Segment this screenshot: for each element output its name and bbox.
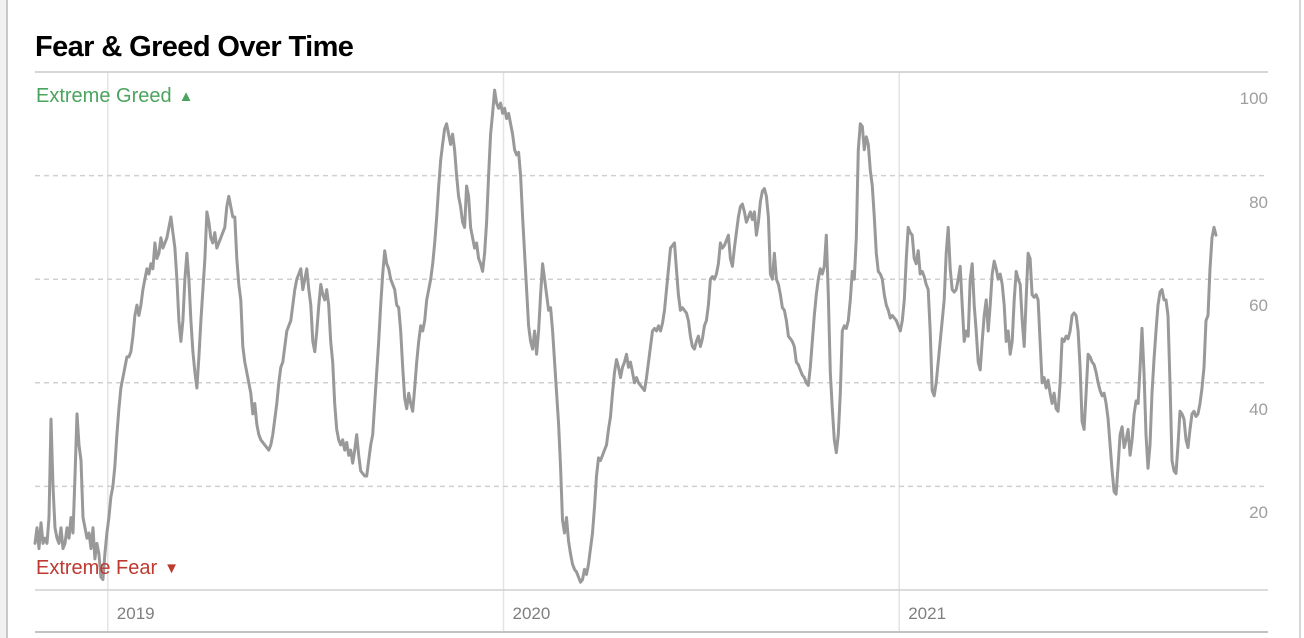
extreme-fear-label: Extreme Fear ▼ [36, 557, 179, 580]
page-title: Fear & Greed Over Time [35, 31, 354, 64]
extreme-greed-text: Extreme Greed [36, 85, 172, 107]
triangle-up-icon: ▲ [178, 88, 194, 105]
extreme-greed-label: Extreme Greed ▲ [36, 85, 193, 108]
y-axis-tick-60: 60 [1249, 296, 1268, 316]
page-right-border [1299, 0, 1301, 638]
x-axis-tick-2019: 2019 [116, 604, 155, 623]
page-left-border [6, 0, 8, 638]
y-axis-tick-80: 80 [1249, 192, 1268, 212]
x-axis-tick-2020: 2020 [512, 604, 551, 623]
fear-greed-index-line[interactable] [33, 88, 1218, 584]
triangle-down-icon: ▼ [164, 560, 180, 577]
y-axis-tick-20: 20 [1249, 503, 1268, 523]
x-axis-tick-2021: 2021 [908, 604, 947, 623]
y-axis-tick-100: 100 [1239, 89, 1268, 108]
page-left-gutter [0, 0, 6, 638]
extreme-fear-text: Extreme Fear [36, 557, 158, 579]
y-axis-tick-40: 40 [1249, 399, 1268, 419]
